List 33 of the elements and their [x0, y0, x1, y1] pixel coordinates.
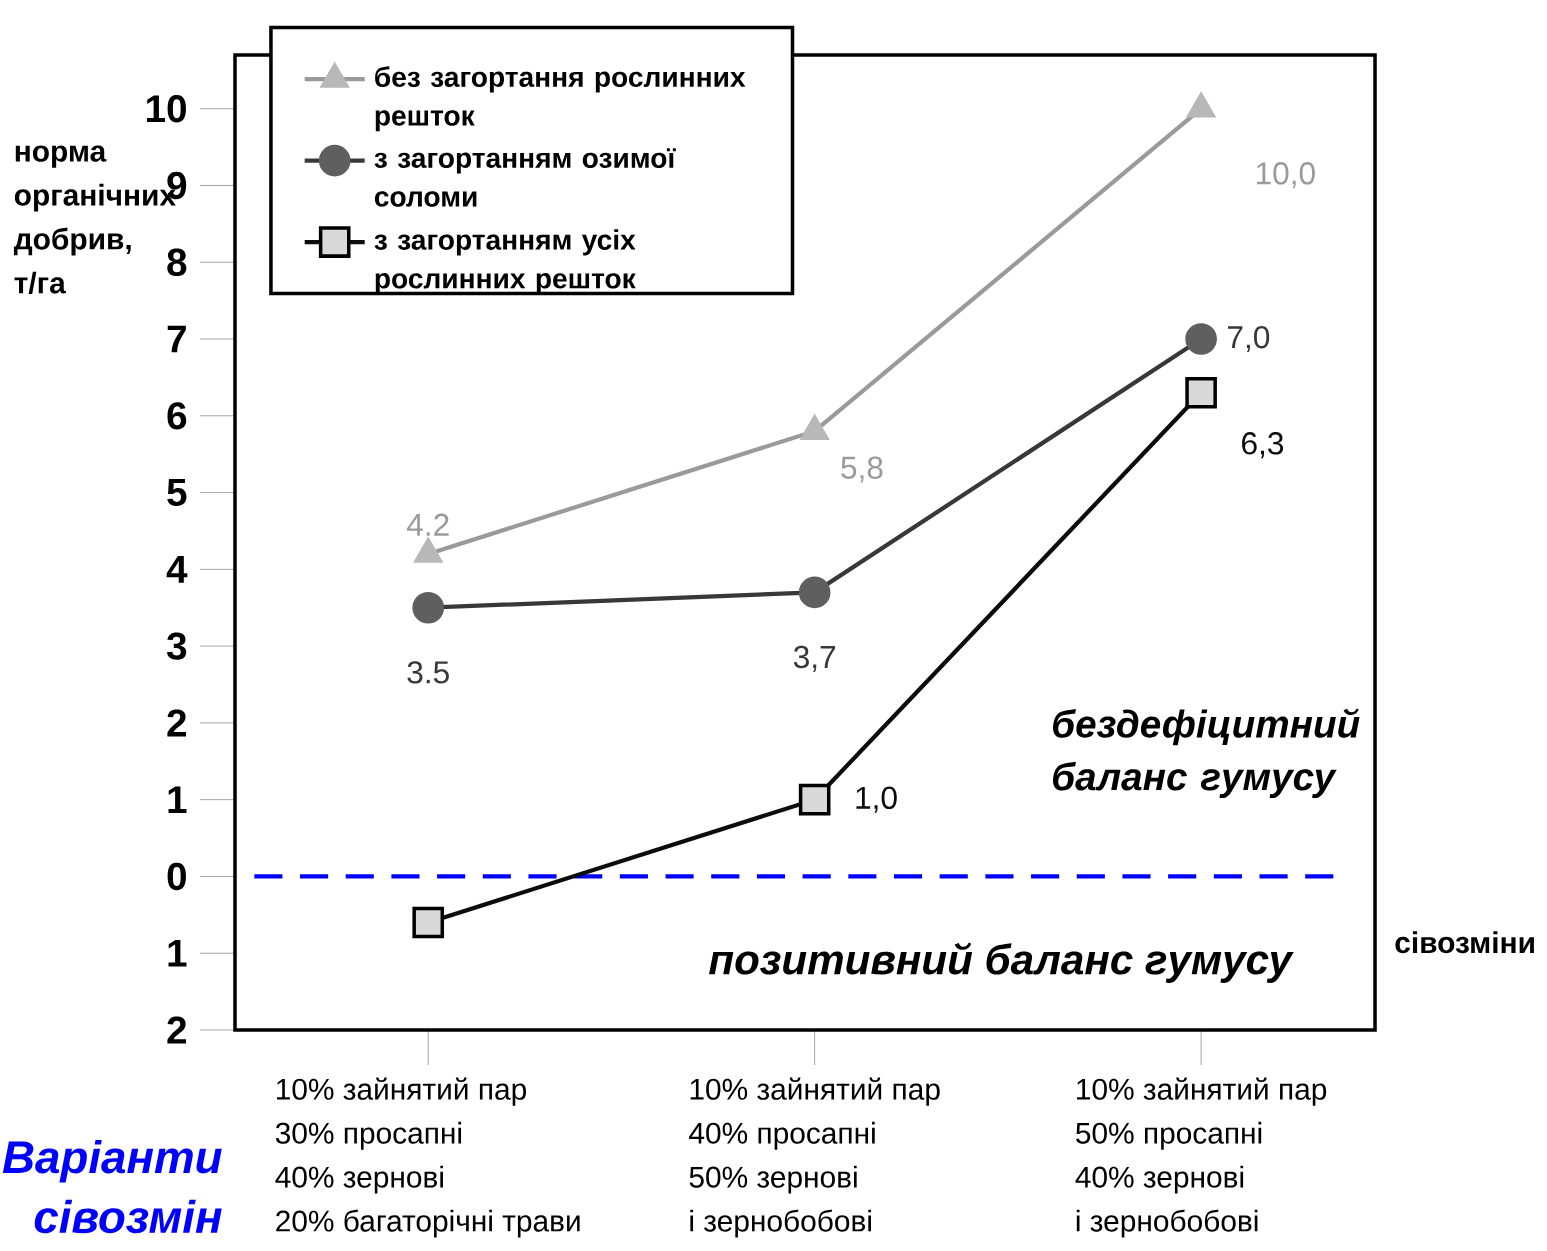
- point: [1185, 323, 1217, 355]
- text: Варіанти сівозмін: [2, 1139, 222, 1234]
- y-tick-label: 1: [168, 939, 187, 967]
- legend-label: з загортанням усіх рослинних решток: [374, 229, 636, 295]
- data-label: 6,3: [1242, 432, 1284, 459]
- point: [1185, 376, 1217, 409]
- x-tick-label: 10% зайнятий пар 30% просапні 40% зернові 20% багаторічні трави: [275, 1077, 580, 1238]
- y-tick-label: 10: [147, 95, 186, 123]
- point: [798, 783, 831, 816]
- point: [412, 906, 445, 939]
- data-label: 4.2: [406, 513, 449, 536]
- y-tick-label: 2: [167, 1016, 187, 1044]
- x-tick-label: 10% зайнятий пар 50% просапні 40% зернові і зернобобові: [1075, 1077, 1327, 1238]
- data-label: 1,0: [856, 786, 897, 813]
- annotation: бездефіцитний баланс гумусу: [1052, 708, 1360, 799]
- y-tick-label: 3: [166, 632, 187, 660]
- annotation: позитивний баланс гумусу: [709, 942, 1294, 983]
- data-label: 7,0: [1228, 325, 1270, 353]
- y-tick-label: 0: [167, 862, 186, 891]
- x-tick-label: 10% зайнятий пар 40% просапні 50% зернові і зернобобові: [689, 1077, 940, 1238]
- y-tick-label: 5: [167, 479, 187, 507]
- point: [412, 591, 445, 624]
- y-tick-label: 7: [167, 325, 186, 353]
- y-tick-label: 1: [168, 786, 187, 813]
- y-tick-label: 4: [166, 556, 188, 583]
- data-label: 10,0: [1256, 162, 1315, 189]
- data-label: 3.5: [407, 661, 449, 684]
- y-tick-label: 6: [167, 402, 187, 430]
- point: [798, 576, 831, 609]
- x-axis-title: сівозміни: [1395, 931, 1534, 954]
- data-label: 5,8: [841, 456, 883, 483]
- y-tick-label: 2: [167, 709, 187, 737]
- data-label: 3,7: [793, 645, 836, 672]
